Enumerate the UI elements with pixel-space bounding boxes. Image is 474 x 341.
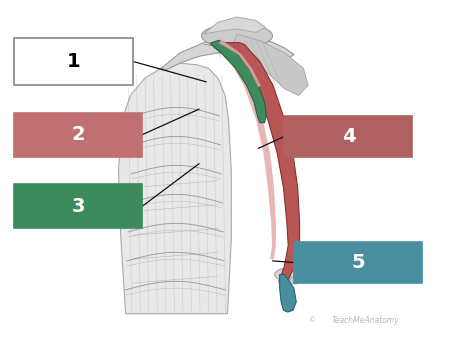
FancyBboxPatch shape <box>284 116 412 157</box>
Text: ©: © <box>309 317 317 324</box>
Ellipse shape <box>274 268 306 281</box>
Polygon shape <box>210 40 266 123</box>
Text: 5: 5 <box>351 253 365 272</box>
FancyBboxPatch shape <box>14 113 142 157</box>
Polygon shape <box>219 41 261 87</box>
Ellipse shape <box>290 277 300 284</box>
Text: 3: 3 <box>72 197 85 216</box>
Text: 2: 2 <box>72 125 85 144</box>
Polygon shape <box>220 44 276 259</box>
Ellipse shape <box>278 277 290 286</box>
Text: 4: 4 <box>342 127 355 146</box>
FancyBboxPatch shape <box>14 38 133 85</box>
FancyBboxPatch shape <box>14 184 142 228</box>
Polygon shape <box>232 34 308 95</box>
Polygon shape <box>216 43 300 280</box>
Polygon shape <box>118 63 231 314</box>
Polygon shape <box>280 275 296 312</box>
FancyBboxPatch shape <box>294 242 422 283</box>
Polygon shape <box>204 17 265 34</box>
Text: TeachMeAnatomy: TeachMeAnatomy <box>332 316 400 325</box>
Polygon shape <box>161 34 294 70</box>
Ellipse shape <box>201 24 273 48</box>
Text: 1: 1 <box>67 52 80 71</box>
